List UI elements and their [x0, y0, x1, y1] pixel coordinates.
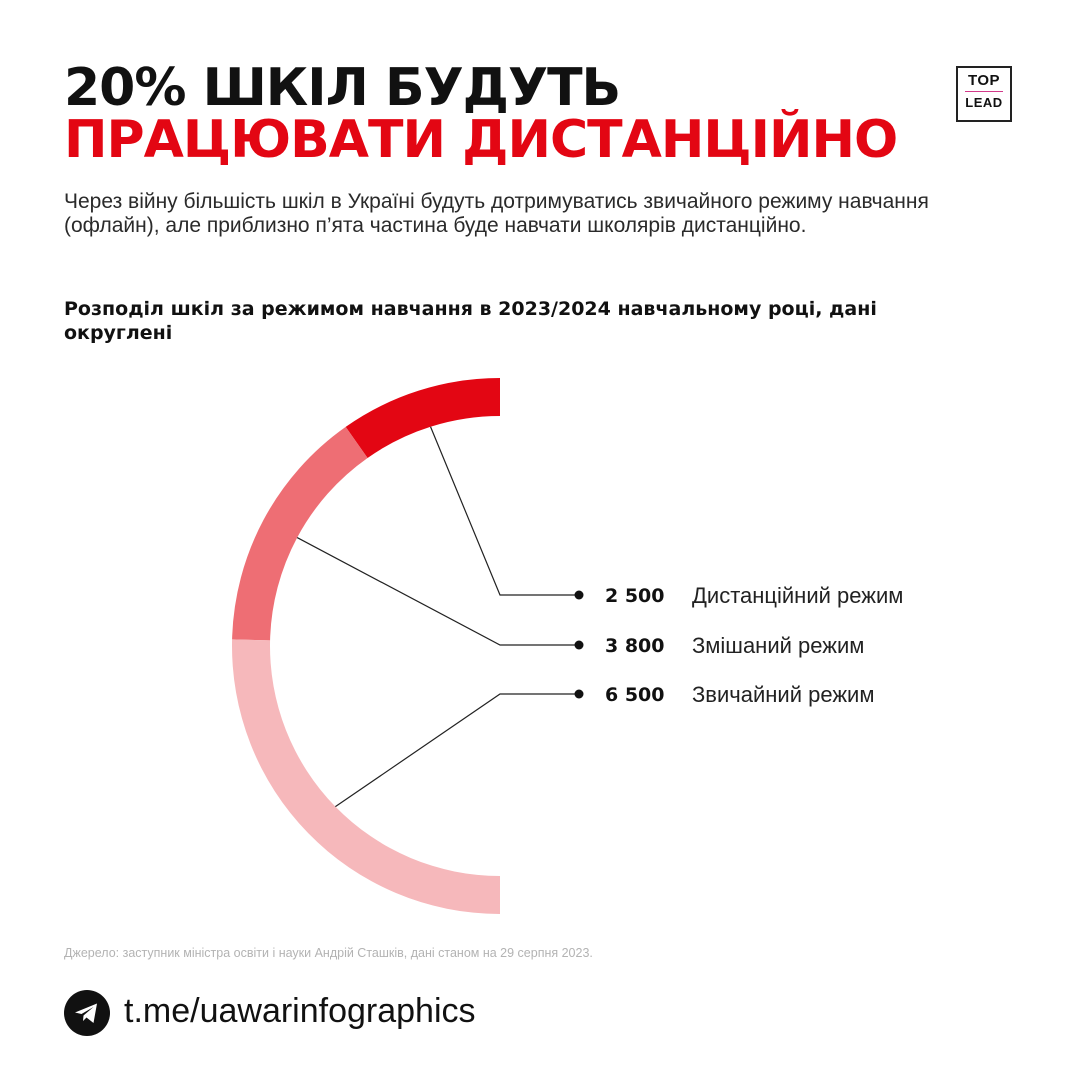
chart-segments [232, 378, 500, 914]
chart-title: Розподіл шкіл за режимом навчання в 2023… [64, 298, 877, 344]
leader-line-1 [429, 426, 578, 596]
lead-paragraph: Через війну більшість шкіл в Україні буд… [64, 190, 929, 237]
title-line-1: 20% ШКІЛ БУДУТЬ [64, 58, 621, 118]
telegram-icon [64, 990, 110, 1036]
source-note: Джерело: заступник міністра освіти і нау… [64, 946, 593, 960]
telegram-link[interactable]: t.me/uawarinfographics [124, 992, 476, 1030]
legend-label-3: Звичайний режим [692, 682, 874, 707]
leader-line-3 [335, 693, 578, 808]
legend-label-2: Змішаний режим [692, 633, 864, 658]
chart-legend: 2 500 Дистанційний режим 3 800 Змішаний реж… [574, 583, 903, 707]
logo-top-text: TOP [967, 72, 1001, 89]
chart-segment-1 [345, 378, 500, 458]
legend-value-2: 3 800 [605, 635, 665, 657]
legend-label-1: Дистанційний режим [692, 583, 903, 608]
leader-line-2 [296, 537, 578, 646]
legend-dot-1 [574, 590, 584, 600]
title-line-2: ПРАЦЮВАТИ ДИСТАНЦІЙНО [64, 110, 898, 170]
legend-value-1: 2 500 [605, 585, 665, 607]
logo-divider [965, 91, 1003, 92]
chart-segment-2 [232, 426, 368, 641]
chart-segment-3 [232, 639, 500, 914]
legend-dot-3 [574, 689, 584, 699]
legend-value-3: 6 500 [605, 684, 665, 706]
top-lead-logo: TOP LEAD [956, 66, 1012, 122]
chart-leader-lines [296, 426, 578, 808]
logo-bottom-text: LEAD [965, 95, 1003, 110]
legend-dot-2 [574, 640, 584, 650]
